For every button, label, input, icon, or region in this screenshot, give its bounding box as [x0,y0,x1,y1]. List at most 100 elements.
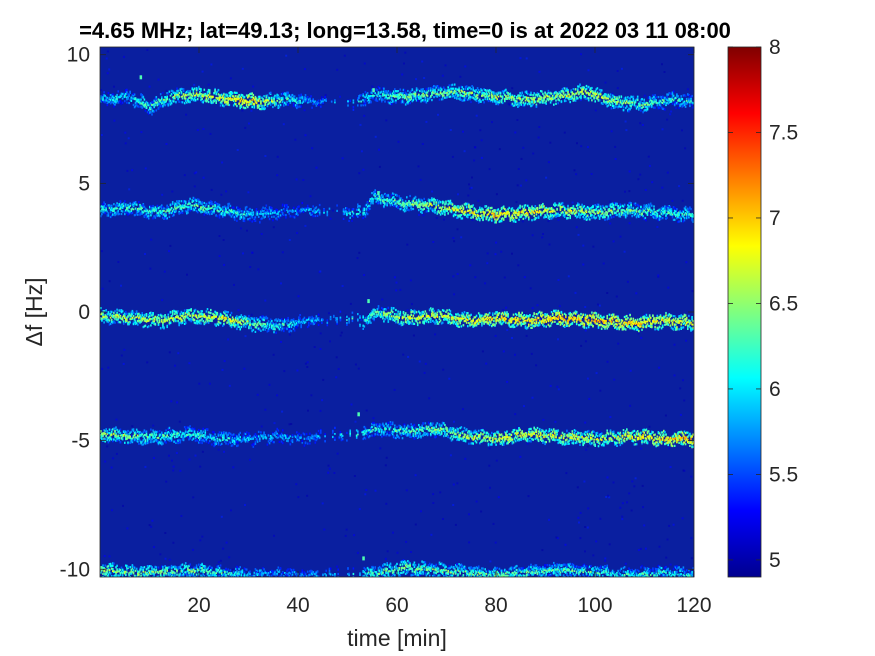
trace-pixel [217,99,220,102]
noise-pixel [676,210,679,213]
trace-pixel [218,98,221,101]
noise-pixel [679,413,682,416]
noise-pixel [557,388,560,391]
trace-pixel [581,86,583,89]
trace-core-pixel [124,94,126,97]
trace-pixel [455,87,457,90]
trace-pixel [435,203,437,207]
trace-pixel [551,96,554,99]
trace-pixel [537,216,540,219]
trace-pixel [236,206,238,209]
trace-core-pixel [512,97,515,100]
trace-pixel [272,105,274,109]
trace-core-pixel [291,209,294,212]
trace-pixel [590,96,592,99]
noise-pixel [587,507,590,510]
trace-pixel [120,94,123,98]
trace-pixel [142,205,145,209]
trace-core-pixel [548,96,551,98]
trace-core-pixel [299,209,301,212]
trace-pixel [347,101,349,104]
noise-pixel [448,377,451,380]
trace-pixel [176,204,178,207]
trace-core-pixel [266,211,269,214]
trace-pixel [195,209,198,213]
trace-pixel [638,204,640,207]
trace-pixel [464,97,467,100]
trace-pixel [531,213,533,216]
trace-pixel [109,208,112,211]
trace-pixel [202,95,204,98]
trace-pixel [370,200,372,203]
trace-pixel [250,211,252,214]
trace-pixel [187,211,189,214]
trace-pixel [374,192,376,195]
noise-pixel [161,193,164,196]
noise-pixel [418,360,421,363]
trace-pixel [436,85,439,88]
noise-pixel [545,176,548,179]
trace-pixel [507,92,509,95]
trace-pixel [145,106,148,109]
trace-core-pixel [347,100,349,103]
trace-pixel [362,209,364,212]
trace-pixel [632,99,635,102]
trace-pixel [232,104,235,107]
trace-core-pixel [303,209,306,211]
trace-pixel [619,215,622,218]
trace-pixel [101,205,103,208]
noise-pixel [356,551,359,554]
trace-pixel [106,102,109,105]
noise-pixel [525,179,528,182]
trace-pixel [385,203,387,206]
trace-pixel [584,95,587,98]
trace-pixel [475,97,478,100]
trace-pixel [409,95,411,98]
trace-pixel [433,89,435,92]
trace-core-pixel [452,92,455,95]
trace-pixel [138,105,140,108]
trace-pixel [257,106,260,109]
trace-pixel [599,214,602,217]
trace-pixel [175,204,177,207]
trace-pixel [138,100,140,104]
trace-pixel [513,219,516,222]
trace-pixel [487,219,490,222]
trace-core-pixel [390,95,393,97]
trace-pixel [594,209,596,212]
trace-pixel [126,101,128,104]
noise-pixel [186,273,188,276]
noise-pixel [176,401,179,404]
noise-pixel [631,480,634,483]
trace-pixel [639,101,641,104]
noise-pixel [641,484,644,487]
trace-pixel [531,207,533,210]
trace-pixel [578,203,580,206]
trace-pixel [291,98,294,101]
trace-pixel [142,203,145,206]
trace-pixel [682,94,685,97]
trace-pixel [130,212,133,215]
trace-pixel [233,215,236,219]
noise-pixel [339,95,341,98]
trace-pixel [508,93,510,96]
trace-pixel [193,97,196,100]
trace-pixel [305,97,308,101]
trace-pixel [232,209,235,212]
trace-pixel [607,215,610,218]
trace-pixel [628,107,630,110]
trace-pixel [152,104,154,107]
trace-pixel [646,103,649,106]
trace-core-pixel [181,95,184,98]
trace-pixel [384,198,386,201]
trace-pixel [556,92,558,95]
trace-pixel [526,92,529,96]
trace-pixel [359,205,361,208]
trace-pixel [178,200,180,203]
trace-pixel [475,99,478,102]
noise-pixel [328,312,330,315]
noise-pixel [193,83,196,86]
trace-pixel [127,97,129,100]
trace-pixel [387,199,390,202]
trace-pixel [167,209,170,212]
